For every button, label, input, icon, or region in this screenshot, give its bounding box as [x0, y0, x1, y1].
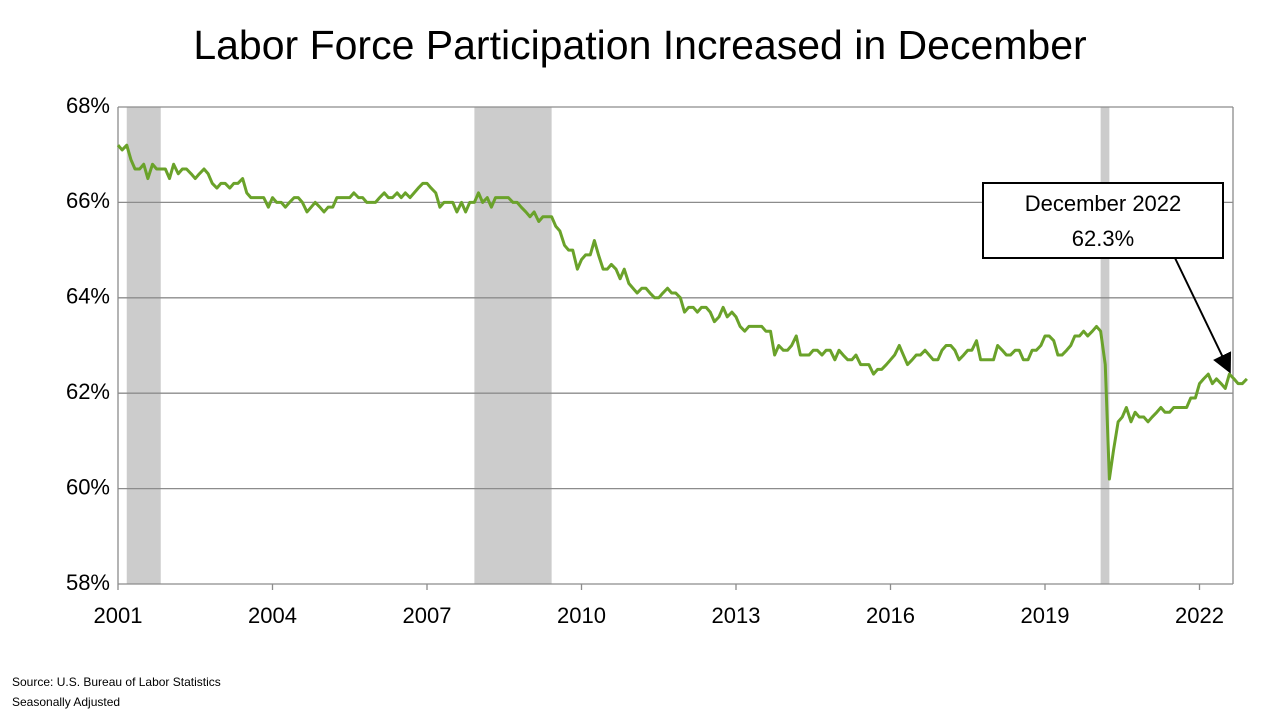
- shade-layer: [126, 107, 1110, 584]
- note: Seasonally Adjusted: [12, 695, 120, 709]
- x-tick-label: 2001: [94, 603, 143, 628]
- recession-shade: [474, 107, 552, 584]
- x-tick-label: 2007: [403, 603, 452, 628]
- source-note: Source: U.S. Bureau of Labor Statistics: [12, 675, 221, 689]
- annotation-text: 62.3%: [1072, 226, 1134, 251]
- annotation-text: December 2022: [1025, 191, 1182, 216]
- data-line: [116, 143, 1248, 481]
- y-tick-label: 58%: [66, 570, 110, 595]
- y-tick-label: 60%: [66, 474, 110, 499]
- x-tick-label: 2010: [557, 603, 606, 628]
- y-tick-label: 66%: [66, 188, 110, 213]
- x-tick-label: 2013: [712, 603, 761, 628]
- recession-shade: [1100, 107, 1110, 584]
- y-tick-label: 62%: [66, 379, 110, 404]
- plot-layer: [116, 143, 1248, 481]
- x-tick-label: 2004: [248, 603, 297, 628]
- x-tick-label: 2016: [866, 603, 915, 628]
- annotation-box: [982, 182, 1224, 259]
- chart-title: Labor Force Participation Increased in D…: [193, 22, 1086, 68]
- y-tick-label: 64%: [66, 284, 110, 309]
- x-tick-label: 2019: [1021, 603, 1070, 628]
- recession-shade: [126, 107, 161, 584]
- grid-layer: 58% 60% 62% 64% 66% 68% 2001 2004 2007 2010 2013 20…: [66, 93, 1234, 628]
- annotation-arrow: [1174, 257, 1232, 374]
- x-tick-label: 2022: [1175, 603, 1224, 628]
- y-tick-label: 68%: [66, 93, 110, 118]
